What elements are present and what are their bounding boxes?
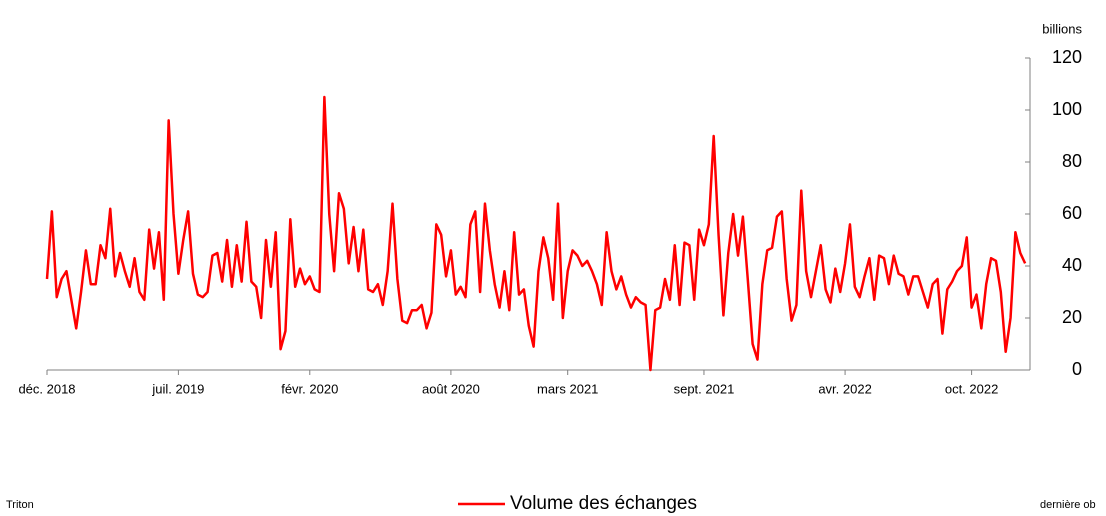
x-tick-label: sept. 2021: [674, 381, 735, 396]
y-tick-label: 20: [1062, 307, 1082, 327]
y-tick-label: 60: [1062, 203, 1082, 223]
line: [45, 95, 1027, 372]
y-tick-label: 0: [1072, 359, 1082, 379]
x-tick-label: déc. 2018: [18, 381, 75, 396]
y-tick-label: 100: [1052, 99, 1082, 119]
x-tick-label: avr. 2022: [818, 381, 872, 396]
legend-label: Volume des échanges: [510, 493, 697, 514]
y-tick-label: 80: [1062, 151, 1082, 171]
y-tick-label: 40: [1062, 255, 1082, 275]
x-tick-label: févr. 2020: [281, 381, 338, 396]
y-unit-label: billions: [1042, 21, 1082, 36]
footnote: dernière ob: [1040, 499, 1096, 511]
x-tick-label: juil. 2019: [151, 381, 204, 396]
source: Triton: [6, 499, 34, 511]
y-tick-label: 120: [1052, 47, 1082, 67]
x-tick-label: août 2020: [422, 381, 480, 396]
x-tick-label: mars 2021: [537, 381, 598, 396]
x-tick-label: oct. 2022: [945, 381, 999, 396]
